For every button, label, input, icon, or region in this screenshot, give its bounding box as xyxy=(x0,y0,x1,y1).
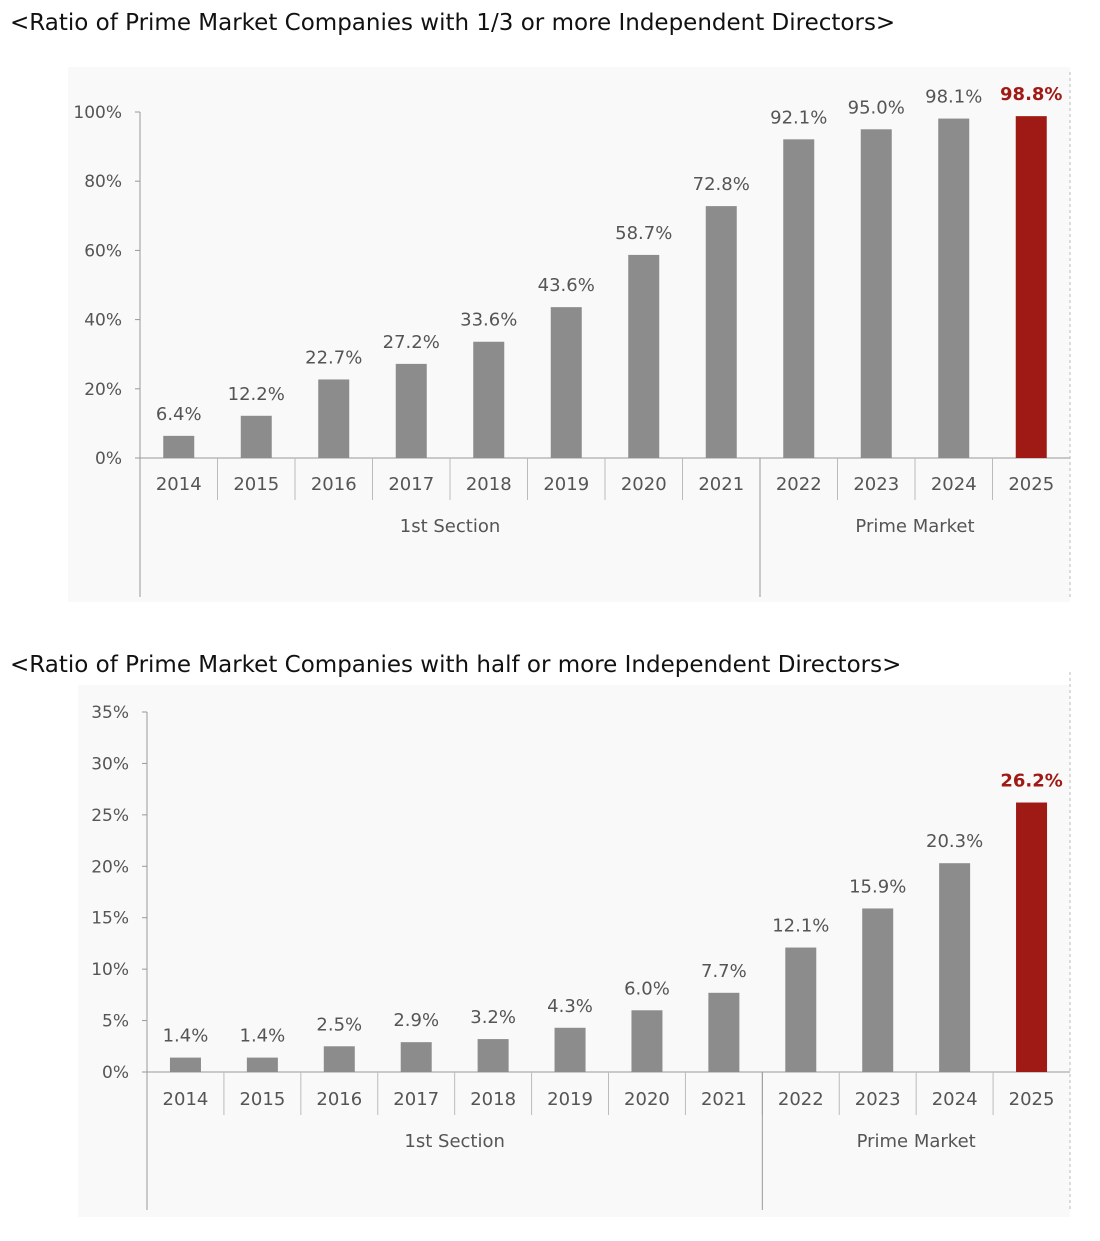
bar-2024 xyxy=(939,863,971,1072)
y-tick-label: 100% xyxy=(73,103,122,123)
y-tick-label: 35% xyxy=(91,703,129,723)
data-label: 6.0% xyxy=(624,978,670,999)
y-tick-label: 30% xyxy=(91,754,129,774)
bar-2015 xyxy=(240,415,272,458)
bar-2023 xyxy=(862,908,894,1072)
x-tick-label: 2016 xyxy=(311,474,357,495)
data-label: 98.8% xyxy=(1000,84,1062,105)
data-label: 15.9% xyxy=(849,876,906,897)
x-tick-label: 2014 xyxy=(163,1089,209,1110)
x-tick-label: 2022 xyxy=(778,1089,824,1110)
bar-2020 xyxy=(631,1010,663,1072)
group-label: Prime Market xyxy=(857,1131,976,1152)
bar-2019 xyxy=(554,1027,586,1072)
bar-2022 xyxy=(783,139,815,459)
data-label: 1.4% xyxy=(163,1026,209,1047)
x-tick-label: 2017 xyxy=(393,1089,439,1110)
bar-2014 xyxy=(163,435,195,458)
data-label: 27.2% xyxy=(383,332,440,353)
bar-2019 xyxy=(550,307,582,458)
data-label: 72.8% xyxy=(693,174,750,195)
y-tick-label: 80% xyxy=(84,172,122,192)
x-tick-label: 2015 xyxy=(233,474,279,495)
y-tick-label: 60% xyxy=(84,241,122,261)
chart-1-title: <Ratio of Prime Market Companies with 1/… xyxy=(10,10,896,36)
y-tick-label: 10% xyxy=(91,960,129,980)
y-tick-label: 0% xyxy=(95,449,122,469)
bar-2018 xyxy=(473,341,505,458)
x-tick-label: 2023 xyxy=(853,474,899,495)
y-tick-label: 20% xyxy=(91,857,129,877)
data-label: 33.6% xyxy=(460,310,517,331)
data-label: 12.1% xyxy=(772,916,829,937)
x-tick-label: 2023 xyxy=(855,1089,901,1110)
bar-2016 xyxy=(323,1046,355,1072)
x-tick-label: 2025 xyxy=(1008,474,1054,495)
x-tick-label: 2019 xyxy=(547,1089,593,1110)
data-label: 20.3% xyxy=(926,831,983,852)
data-label: 43.6% xyxy=(538,275,595,296)
data-label: 26.2% xyxy=(1000,771,1062,792)
x-tick-label: 2020 xyxy=(621,474,667,495)
bar-2025 xyxy=(1015,116,1047,458)
y-tick-label: 5% xyxy=(102,1012,129,1032)
bar-2016 xyxy=(318,379,350,458)
x-tick-label: 2022 xyxy=(776,474,822,495)
y-tick-label: 25% xyxy=(91,806,129,826)
x-tick-label: 2015 xyxy=(239,1089,285,1110)
bar-2021 xyxy=(705,206,737,458)
data-label: 2.9% xyxy=(393,1010,439,1031)
plot-background xyxy=(78,685,1070,1217)
data-label: 92.1% xyxy=(770,107,827,128)
bar-2017 xyxy=(400,1042,432,1072)
bar-2024 xyxy=(938,118,970,458)
bar-2025 xyxy=(1016,802,1048,1072)
bar-2023 xyxy=(860,129,892,459)
y-tick-label: 0% xyxy=(102,1063,129,1083)
bar-2020 xyxy=(628,254,660,458)
x-tick-label: 2024 xyxy=(932,1089,978,1110)
data-label: 2.5% xyxy=(316,1014,362,1035)
bar-2018 xyxy=(477,1039,509,1072)
chart-2-title: <Ratio of Prime Market Companies with ha… xyxy=(10,652,902,678)
data-label: 4.3% xyxy=(547,996,593,1017)
x-tick-label: 2018 xyxy=(470,1089,516,1110)
y-tick-label: 40% xyxy=(84,311,122,331)
bar-2021 xyxy=(708,992,740,1072)
x-tick-label: 2017 xyxy=(388,474,434,495)
x-tick-label: 2024 xyxy=(931,474,977,495)
data-label: 3.2% xyxy=(470,1007,516,1028)
data-label: 95.0% xyxy=(848,97,905,118)
data-label: 12.2% xyxy=(228,384,285,405)
x-tick-label: 2021 xyxy=(698,474,744,495)
group-label: 1st Section xyxy=(400,516,501,537)
data-label: 98.1% xyxy=(925,87,982,108)
bar-2014 xyxy=(169,1057,201,1072)
x-tick-label: 2020 xyxy=(624,1089,670,1110)
bar-2022 xyxy=(785,947,817,1072)
x-tick-label: 2014 xyxy=(156,474,202,495)
x-tick-label: 2021 xyxy=(701,1089,747,1110)
data-label: 58.7% xyxy=(615,223,672,244)
group-label: Prime Market xyxy=(855,516,974,537)
x-tick-label: 2025 xyxy=(1009,1089,1055,1110)
bar-2015 xyxy=(246,1057,278,1072)
data-label: 22.7% xyxy=(305,347,362,368)
x-tick-label: 2019 xyxy=(543,474,589,495)
data-label: 6.4% xyxy=(156,404,202,425)
y-tick-label: 15% xyxy=(91,909,129,929)
bar-2017 xyxy=(395,363,427,458)
data-label: 1.4% xyxy=(240,1026,286,1047)
y-tick-label: 20% xyxy=(84,380,122,400)
data-label: 7.7% xyxy=(701,961,747,982)
x-tick-label: 2018 xyxy=(466,474,512,495)
x-tick-label: 2016 xyxy=(316,1089,362,1110)
group-label: 1st Section xyxy=(404,1131,505,1152)
